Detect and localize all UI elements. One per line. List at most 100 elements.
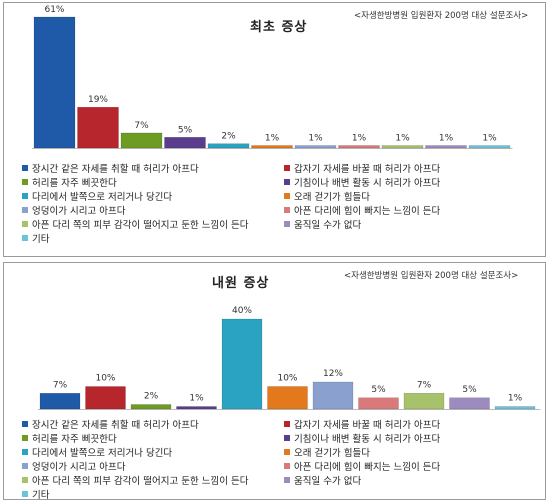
legend-item: 갑자기 자세를 바꿀 때 허리가 아프다 xyxy=(284,417,542,431)
legend-item: 허리를 자주 삐끗한다 xyxy=(22,175,284,189)
data-label: 7% xyxy=(134,121,149,131)
data-label: 5% xyxy=(371,385,386,395)
legend-swatch xyxy=(284,477,290,483)
bar xyxy=(267,386,308,410)
legend-label: 장시간 같은 자세를 취할 때 허리가 아프다 xyxy=(32,420,199,431)
bar xyxy=(77,106,119,149)
bar xyxy=(425,145,467,149)
legend-swatch xyxy=(284,435,290,441)
legend-item: 기침이나 배변 활동 시 허리가 아프다 xyxy=(284,175,542,189)
data-label: 1% xyxy=(439,134,454,144)
data-label: 2% xyxy=(221,132,236,142)
chart-legend: 장시간 같은 자세를 취할 때 허리가 아프다 갑자기 자세를 바꿀 때 허리가 … xyxy=(22,417,542,501)
bar xyxy=(85,386,126,410)
bar xyxy=(221,318,263,410)
legend-label: 갑자기 자세를 바꿀 때 허리가 아프다 xyxy=(294,420,441,431)
legend-swatch xyxy=(22,165,28,171)
legend-item: 다리에서 발쪽으로 저리거나 당긴다 xyxy=(22,189,284,203)
data-label: 12% xyxy=(323,369,343,379)
legend-swatch xyxy=(22,463,28,469)
legend-item: 움직일 수가 없다 xyxy=(284,217,542,231)
legend-item: 움직일 수가 없다 xyxy=(284,473,542,487)
data-label: 1% xyxy=(482,134,497,144)
legend-swatch xyxy=(22,449,28,455)
bar xyxy=(381,145,424,149)
legend-label: 아픈 다리에 힘이 빠지는 느낌이 든다 xyxy=(294,206,441,217)
data-label: 10% xyxy=(277,374,297,384)
legend-label: 움직일 수가 없다 xyxy=(294,476,362,487)
legend-item: 아픈 다리에 힘이 빠지는 느낌이 든다 xyxy=(284,459,542,473)
data-label: 61% xyxy=(44,5,64,15)
data-label: 1% xyxy=(265,134,280,144)
legend-label: 움직일 수가 없다 xyxy=(294,220,362,231)
chart-legend: 장시간 같은 자세를 취할 때 허리가 아프다 갑자기 자세를 바꿀 때 허리가 … xyxy=(22,161,542,245)
legend-swatch xyxy=(22,179,28,185)
legend-item: 아픈 다리 쪽의 피부 감각이 떨어지고 둔한 느낌이 든다 xyxy=(22,473,284,487)
data-label: 5% xyxy=(178,125,193,135)
data-label: 5% xyxy=(462,385,477,395)
legend-label: 장시간 같은 자세를 취할 때 허리가 아프다 xyxy=(32,164,199,175)
data-label: 1% xyxy=(308,134,323,144)
bar xyxy=(33,16,76,149)
legend-label: 갑자기 자세를 바꿀 때 허리가 아프다 xyxy=(294,164,441,175)
legend-label: 기침이나 배변 활동 시 허리가 아프다 xyxy=(294,178,441,189)
legend-item: 장시간 같은 자세를 취할 때 허리가 아프다 xyxy=(22,161,284,175)
legend-swatch xyxy=(284,179,290,185)
legend-item: 기타 xyxy=(22,487,284,501)
bar xyxy=(449,397,490,410)
legend-swatch xyxy=(284,449,290,455)
bar xyxy=(312,381,354,410)
bar xyxy=(120,132,163,149)
legend-swatch xyxy=(284,421,290,427)
bar xyxy=(207,143,250,149)
bar xyxy=(176,406,217,410)
legend-swatch xyxy=(284,221,290,227)
legend-swatch xyxy=(284,193,290,199)
data-label: 7% xyxy=(53,380,68,390)
legend-item: 엉덩이가 시리고 아프다 xyxy=(22,459,284,473)
legend-swatch xyxy=(22,193,28,199)
data-label: 40% xyxy=(232,306,252,316)
bar xyxy=(39,393,81,410)
legend-item: 장시간 같은 자세를 취할 때 허리가 아프다 xyxy=(22,417,284,431)
legend-item: 기타 xyxy=(22,231,284,245)
legend-label: 엉덩이가 시리고 아프다 xyxy=(32,462,126,473)
data-label: 7% xyxy=(417,380,432,390)
bar xyxy=(251,145,293,149)
legend-label: 허리를 자주 삐끗한다 xyxy=(32,178,117,189)
legend-label: 아픈 다리 쪽의 피부 감각이 떨어지고 둔한 느낌이 든다 xyxy=(32,476,249,487)
legend-item: 오래 걷기가 힘들다 xyxy=(284,189,542,203)
legend-item: 허리를 자주 삐끗한다 xyxy=(22,431,284,445)
legend-swatch xyxy=(22,435,28,441)
legend-label: 기침이나 배변 활동 시 허리가 아프다 xyxy=(294,434,441,445)
legend-swatch xyxy=(284,165,290,171)
legend-swatch xyxy=(22,477,28,483)
legend-item: 엉덩이가 시리고 아프다 xyxy=(22,203,284,217)
legend-swatch xyxy=(22,221,28,227)
bar xyxy=(338,145,380,149)
bar xyxy=(358,397,399,410)
bar xyxy=(468,145,511,149)
bar-chart-initial: 61% 19% 7% 5% 2% 1% 1% 1% 1% 1% 1% xyxy=(32,5,513,149)
legend-label: 오래 걷기가 힘들다 xyxy=(294,448,370,459)
legend-swatch xyxy=(22,421,28,427)
legend-item: 아픈 다리에 힘이 빠지는 느낌이 든다 xyxy=(284,203,542,217)
source-note: <자생한방병원 입원환자 200명 대상 설문조사> xyxy=(344,271,519,281)
data-label: 1% xyxy=(395,134,410,144)
legend-label: 아픈 다리 쪽의 피부 감각이 떨어지고 둔한 느낌이 든다 xyxy=(32,220,249,231)
data-label: 1% xyxy=(508,394,523,404)
legend-label: 오래 걷기가 힘들다 xyxy=(294,192,370,203)
data-label: 10% xyxy=(95,374,115,384)
bar xyxy=(130,404,172,410)
legend-label: 기타 xyxy=(32,490,50,501)
legend-item: 다리에서 발쪽으로 저리거나 당긴다 xyxy=(22,445,284,459)
legend-swatch xyxy=(284,207,290,213)
legend-swatch xyxy=(22,207,28,213)
legend-item: 갑자기 자세를 바꿀 때 허리가 아프다 xyxy=(284,161,542,175)
data-label: 19% xyxy=(88,95,108,105)
bar xyxy=(294,145,337,149)
legend-item: 오래 걷기가 힘들다 xyxy=(284,445,542,459)
legend-label: 허리를 자주 삐끗한다 xyxy=(32,434,117,445)
source-note: <자생한방병원 입원환자 200명 대상 설문조사> xyxy=(354,11,529,21)
legend-label: 다리에서 발쪽으로 저리거나 당긴다 xyxy=(32,448,173,459)
